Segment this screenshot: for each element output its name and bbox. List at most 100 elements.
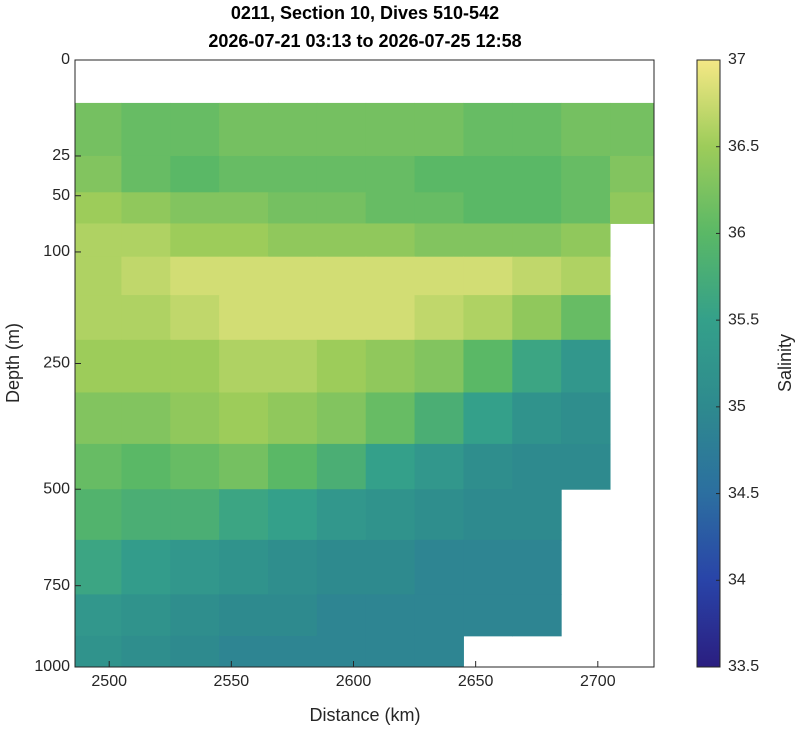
colorbar [696,59,721,668]
cell [512,102,562,157]
cell [365,192,416,224]
cell [268,256,318,296]
cell [414,295,464,341]
y-tick-label: 0 [61,51,70,68]
cell [512,256,562,296]
cell [316,443,367,490]
y-tick-label: 50 [52,187,70,204]
cell [365,489,416,541]
cell [414,223,464,258]
cell [316,295,367,341]
cell [75,192,122,224]
cell [121,223,171,258]
cell [316,339,367,393]
cell [75,295,122,341]
cell [316,102,367,157]
cell [512,155,562,193]
cell [561,223,611,258]
cell [610,155,655,193]
cell [121,192,171,224]
cell [316,155,367,193]
cell [268,155,318,193]
cell [561,295,611,341]
cell [610,192,655,224]
colorbar-tick-label: 34 [728,572,746,589]
cell [121,295,171,341]
cell [268,489,318,541]
y-tick-label: 1000 [34,658,70,675]
cell [121,539,171,595]
colorbar-label: Salinity [775,334,795,392]
cell [512,223,562,258]
cell [365,155,416,193]
x-tick-label: 2700 [580,673,616,690]
cell [268,339,318,393]
cell [121,339,171,393]
cell [75,256,122,296]
y-tick-label: 25 [52,147,70,164]
cell [561,339,611,393]
cell [268,392,318,445]
cell [75,392,122,445]
cell [512,489,562,541]
cell [463,192,513,224]
cell [561,256,611,296]
cell [414,635,464,668]
cell [463,256,513,296]
cell [219,155,269,193]
cell [219,256,269,296]
cell [414,539,464,595]
colorbar-tick-label: 34.5 [728,485,759,502]
cell [75,155,122,193]
cell [170,539,220,595]
cell [463,223,513,258]
x-tick-label: 2600 [336,673,372,690]
cell [75,102,122,157]
cell [365,102,416,157]
y-tick-label: 100 [43,243,70,260]
cell [170,192,220,224]
x-axis-label: Distance (km) [309,705,420,725]
x-tick-label: 2500 [91,673,127,690]
cell [268,635,318,668]
y-tick-label: 250 [43,355,70,372]
cell [170,443,220,490]
cell [121,155,171,193]
cell [512,594,562,637]
cell [561,392,611,445]
cell [75,223,122,258]
colorbar-tick-label: 36.5 [728,138,759,155]
cell [170,594,220,637]
cell [121,489,171,541]
cell [219,223,269,258]
cell [414,192,464,224]
cell [268,295,318,341]
cell [512,443,562,490]
cell [219,539,269,595]
cell [414,102,464,157]
cell [170,339,220,393]
cell [463,539,513,595]
cell [121,635,171,668]
cell [219,635,269,668]
cell [512,392,562,445]
cell [75,339,122,393]
cell [561,443,611,490]
cell [170,489,220,541]
cell [219,295,269,341]
cell [463,392,513,445]
cell [121,392,171,445]
cell [512,192,562,224]
cell [463,339,513,393]
cell [219,594,269,637]
cell [75,443,122,490]
x-tick-label: 2650 [458,673,494,690]
cell [170,155,220,193]
cell [121,256,171,296]
cell [365,339,416,393]
y-axis-label: Depth (m) [3,323,23,403]
cell [414,339,464,393]
cell [316,192,367,224]
cell [316,539,367,595]
